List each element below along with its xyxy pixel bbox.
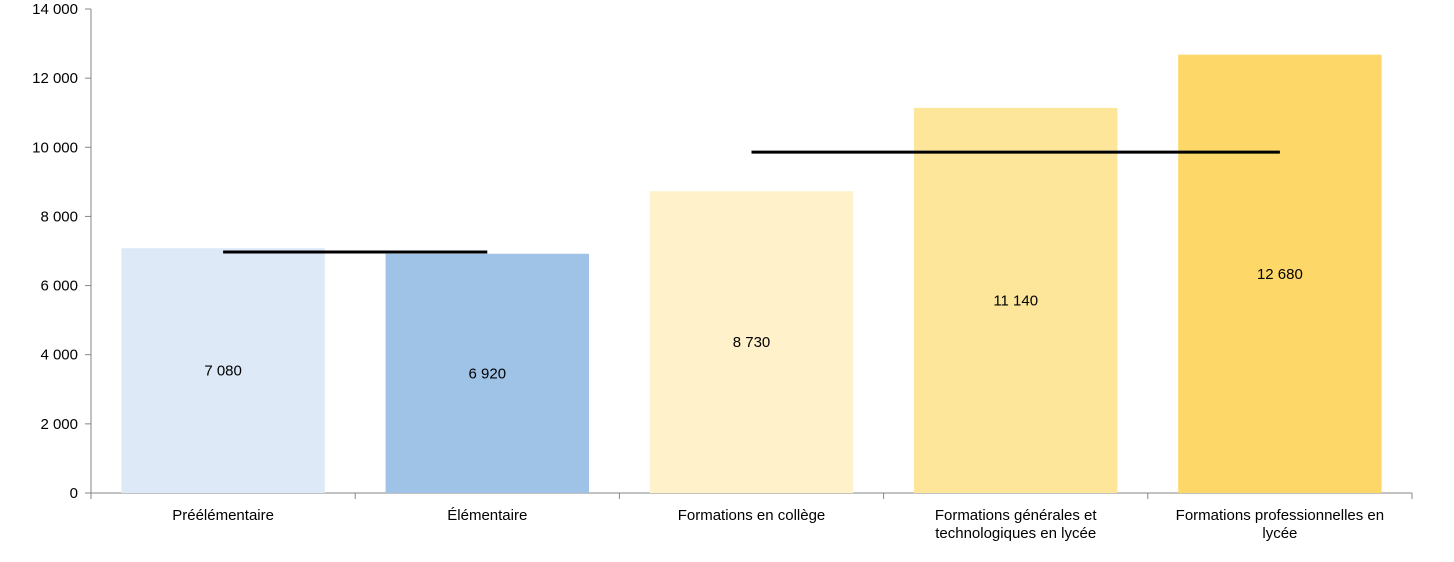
y-tick-label: 6 000 <box>40 278 78 295</box>
data-labels: 7 080 6 920 8 730 11 140 12 680 <box>204 266 1303 383</box>
y-tick-label: 8 000 <box>40 208 78 225</box>
y-tick-label: 10 000 <box>32 139 78 156</box>
x-axis: Préélémentaire Élémentaire Formations en c… <box>90 492 1413 542</box>
data-label: 8 730 <box>733 334 771 351</box>
bar <box>913 107 1118 494</box>
bar <box>121 248 325 493</box>
y-tick-label: 14 000 <box>32 1 78 18</box>
data-label: 7 080 <box>204 363 242 380</box>
x-tick-label: Formations en collège <box>678 507 826 524</box>
x-tick-label: Préélémentaire <box>172 507 274 524</box>
y-axis: 0 2 000 4 000 6 000 8 000 10 000 12 000 14 000 <box>32 1 92 502</box>
x-tick-label: Élémentaire <box>447 507 527 524</box>
data-label: 12 680 <box>1257 266 1303 283</box>
y-tick-label: 4 000 <box>40 347 78 364</box>
bar <box>1178 54 1382 494</box>
bar <box>385 253 590 493</box>
y-tick-label: 2 000 <box>40 416 78 433</box>
x-tick-label: Formations générales et technologiques en… <box>935 507 1098 542</box>
data-label: 6 920 <box>469 365 507 382</box>
data-label: 11 140 <box>993 292 1038 309</box>
x-tick-label: Formations professionnelles en lycée <box>1176 507 1384 542</box>
bars <box>121 54 1382 494</box>
bar <box>649 191 854 494</box>
y-tick-label: 0 <box>70 485 78 502</box>
average-lines <box>223 150 1280 254</box>
y-tick-label: 12 000 <box>32 70 78 87</box>
